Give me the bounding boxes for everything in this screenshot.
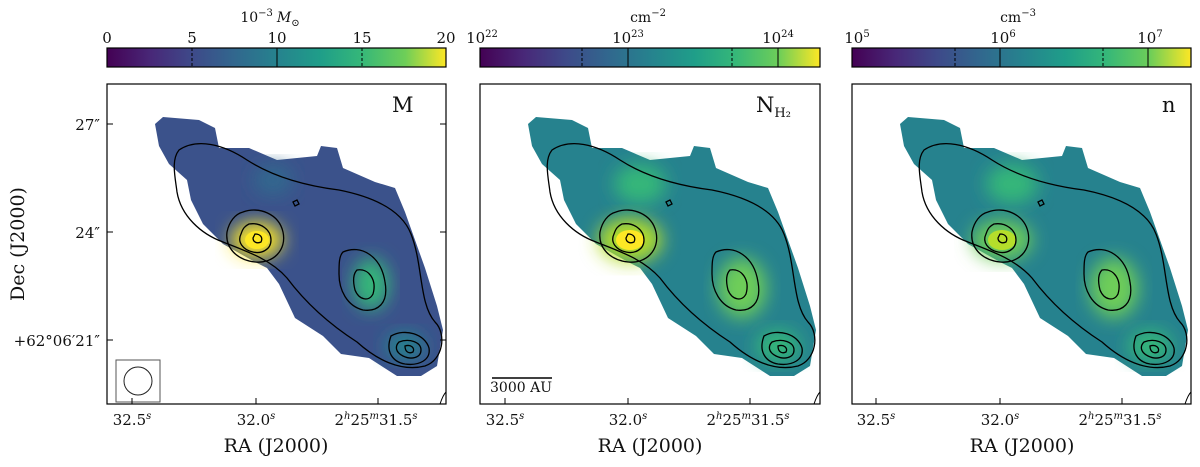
panel-label-column-density: NH₂ bbox=[756, 93, 791, 121]
panel-column-density bbox=[479, 83, 821, 405]
panel-label-volume-density: n bbox=[1162, 93, 1176, 117]
colorbar-volume-density bbox=[851, 47, 1192, 68]
panel-label-mass: M bbox=[392, 93, 414, 117]
panel-frame bbox=[479, 83, 821, 405]
cb-tick-label: 1022 bbox=[466, 29, 498, 47]
x-axis-title: RA (J2000) bbox=[598, 435, 703, 457]
x-tick-label: 2h25m31.5s bbox=[1078, 411, 1161, 429]
cb-tick-label: 107 bbox=[1137, 29, 1162, 47]
contour-lines bbox=[918, 143, 1188, 369]
cb-tick-label: 20 bbox=[436, 29, 455, 47]
colorbar-mass bbox=[106, 47, 447, 68]
x-axis-title: RA (J2000) bbox=[224, 435, 329, 457]
x-tick-label: 32.0s bbox=[981, 411, 1020, 429]
cb-tick-label: 10 bbox=[267, 29, 286, 47]
y-tick-label: 27″ bbox=[75, 116, 100, 134]
cb-tick-label: 106 bbox=[990, 29, 1015, 47]
cb-tick-label: 1023 bbox=[612, 29, 644, 47]
y-axis-title: Dec (J2000) bbox=[7, 187, 29, 301]
cb-tick-label: 105 bbox=[844, 29, 869, 47]
scale-bar: 3000 AU bbox=[490, 377, 552, 396]
colorbar-column-density bbox=[479, 47, 821, 68]
cb-tick-label: 0 bbox=[102, 29, 112, 47]
scale-bar-label: 3000 AU bbox=[490, 380, 552, 396]
panel-frame bbox=[106, 83, 447, 405]
x-tick-label: 32.5s bbox=[486, 411, 525, 429]
x-tick-label: 32.0s bbox=[609, 411, 648, 429]
x-axis-title: RA (J2000) bbox=[970, 435, 1075, 457]
emission-map bbox=[528, 117, 816, 376]
x-tick-label: 2h25m31.5s bbox=[706, 411, 789, 429]
cb-tick-label: 5 bbox=[187, 29, 197, 47]
contour-lines bbox=[173, 143, 443, 369]
colorbar-unit-volume-density: cm−3 bbox=[1000, 8, 1036, 26]
cb-tick-label: 1024 bbox=[762, 29, 794, 47]
y-tick-label: 24″ bbox=[75, 224, 100, 242]
grid-corner-marks bbox=[439, 391, 1192, 405]
panel-frame bbox=[851, 83, 1192, 405]
x-tick-label: 32.5s bbox=[857, 411, 896, 429]
y-tick-label: +62°06′21″ bbox=[14, 332, 101, 350]
panel-mass bbox=[106, 83, 447, 405]
emission-map bbox=[155, 117, 443, 376]
x-tick-label: 32.5s bbox=[113, 411, 152, 429]
x-tick-label: 2h25m31.5s bbox=[334, 411, 417, 429]
cb-tick-label: 15 bbox=[352, 29, 371, 47]
beam-marker bbox=[115, 359, 161, 403]
colorbar-unit-mass: 10−3 M⊙ bbox=[240, 8, 299, 29]
panel-volume-density bbox=[851, 83, 1192, 405]
x-tick-label: 32.0s bbox=[237, 411, 276, 429]
colorbar-unit-column-density: cm−2 bbox=[630, 8, 666, 26]
contour-lines bbox=[546, 143, 816, 369]
emission-map bbox=[900, 117, 1188, 376]
